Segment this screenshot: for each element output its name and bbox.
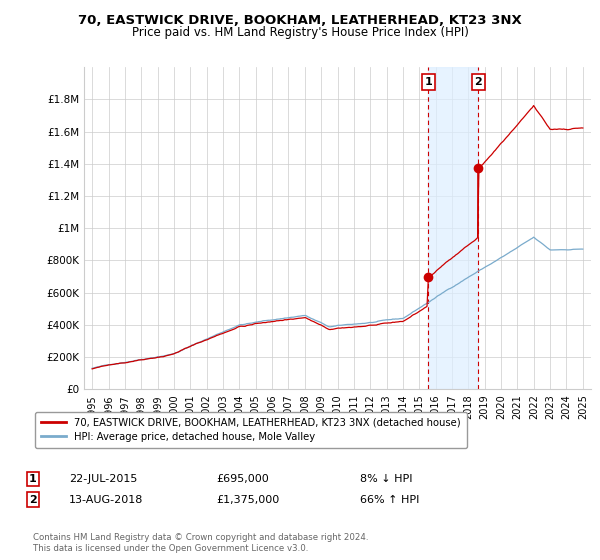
- Text: Contains HM Land Registry data © Crown copyright and database right 2024.
This d: Contains HM Land Registry data © Crown c…: [33, 533, 368, 553]
- Text: 66% ↑ HPI: 66% ↑ HPI: [360, 494, 419, 505]
- Text: 22-JUL-2015: 22-JUL-2015: [69, 474, 137, 484]
- Legend: 70, EASTWICK DRIVE, BOOKHAM, LEATHERHEAD, KT23 3NX (detached house), HPI: Averag: 70, EASTWICK DRIVE, BOOKHAM, LEATHERHEAD…: [35, 412, 467, 448]
- Text: 2: 2: [475, 77, 482, 87]
- Text: 1: 1: [424, 77, 432, 87]
- Text: 13-AUG-2018: 13-AUG-2018: [69, 494, 143, 505]
- Text: Price paid vs. HM Land Registry's House Price Index (HPI): Price paid vs. HM Land Registry's House …: [131, 26, 469, 39]
- Text: £695,000: £695,000: [216, 474, 269, 484]
- Text: 8% ↓ HPI: 8% ↓ HPI: [360, 474, 413, 484]
- Text: 1: 1: [29, 474, 37, 484]
- Text: 70, EASTWICK DRIVE, BOOKHAM, LEATHERHEAD, KT23 3NX: 70, EASTWICK DRIVE, BOOKHAM, LEATHERHEAD…: [78, 14, 522, 27]
- Text: £1,375,000: £1,375,000: [216, 494, 279, 505]
- Bar: [428, 67, 478, 389]
- Text: 2: 2: [29, 494, 37, 505]
